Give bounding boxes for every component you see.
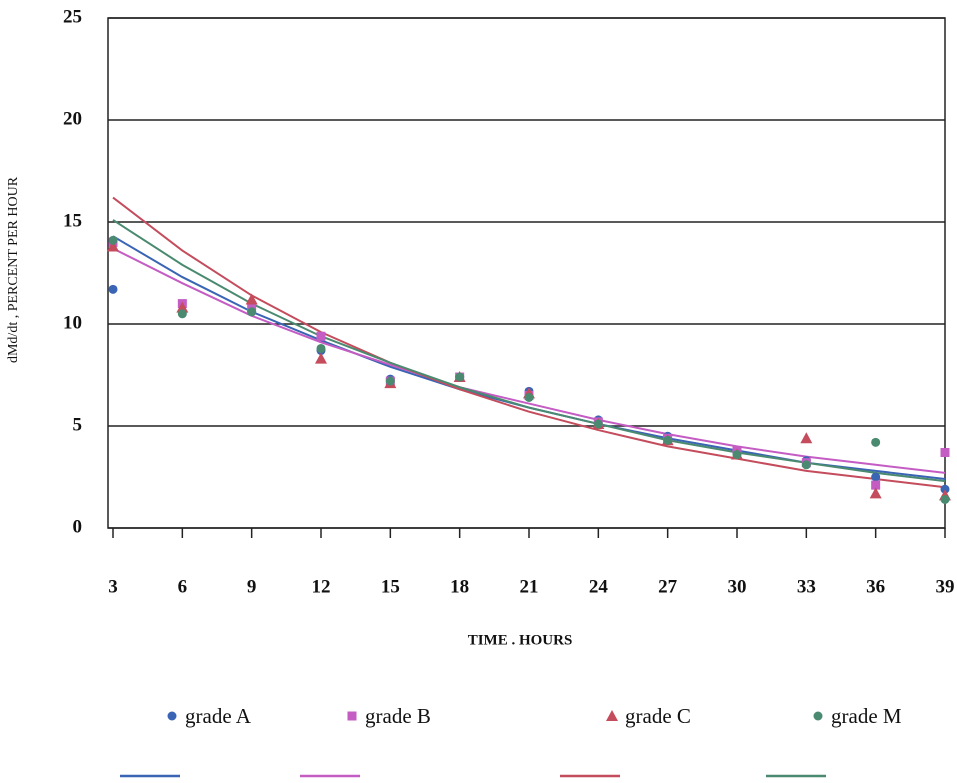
x-axis-title: TIME . HOURS bbox=[468, 632, 573, 648]
trend-line bbox=[113, 220, 945, 481]
data-point bbox=[663, 436, 672, 445]
legend-marker bbox=[606, 710, 618, 721]
y-tick-label: 20 bbox=[63, 108, 82, 129]
plot-frame bbox=[108, 18, 945, 528]
trend-line bbox=[113, 236, 945, 479]
data-point bbox=[941, 495, 950, 504]
x-tick-label: 12 bbox=[312, 576, 331, 597]
data-point bbox=[455, 373, 464, 382]
data-point bbox=[246, 294, 258, 305]
legend-label: grade C bbox=[625, 704, 691, 728]
x-tick-label: 9 bbox=[247, 576, 257, 597]
legend-label: grade M bbox=[831, 704, 902, 728]
y-axis-title: dMd/dt , PERCENT PER HOUR bbox=[6, 176, 21, 363]
x-tick-label: 18 bbox=[450, 576, 469, 597]
x-tick-label: 39 bbox=[936, 576, 955, 597]
y-tick-label: 15 bbox=[63, 210, 82, 231]
data-point bbox=[178, 309, 187, 318]
x-tick-label: 3 bbox=[108, 576, 118, 597]
legend-label: grade B bbox=[365, 704, 431, 728]
data-point bbox=[594, 419, 603, 428]
x-tick-label: 33 bbox=[797, 576, 816, 597]
x-tick-label: 36 bbox=[866, 576, 885, 597]
data-point bbox=[247, 307, 256, 316]
legend-marker bbox=[814, 712, 823, 721]
data-point bbox=[941, 448, 950, 457]
trend-line bbox=[113, 249, 945, 473]
chart: dMd/dt , PERCENT PER HOUR TIME . HOURS 0… bbox=[0, 0, 957, 783]
y-tick-label: 10 bbox=[63, 312, 82, 333]
legend-marker bbox=[348, 712, 357, 721]
x-tick-label: 24 bbox=[589, 576, 609, 597]
data-point bbox=[386, 377, 395, 386]
legend-marker bbox=[168, 712, 177, 721]
y-tick-label: 25 bbox=[63, 6, 82, 27]
x-tick-label: 21 bbox=[520, 576, 539, 597]
data-point bbox=[871, 438, 880, 447]
data-point bbox=[109, 236, 118, 245]
data-point bbox=[871, 473, 880, 482]
legend-label: grade A bbox=[185, 704, 252, 728]
data-point bbox=[317, 332, 326, 341]
x-tick-label: 6 bbox=[178, 576, 188, 597]
y-tick-label: 5 bbox=[73, 414, 83, 435]
trend-line bbox=[113, 198, 945, 488]
data-point bbox=[733, 450, 742, 459]
x-tick-label: 15 bbox=[381, 576, 400, 597]
data-point bbox=[315, 353, 327, 364]
data-point bbox=[317, 344, 326, 353]
data-point bbox=[800, 432, 812, 443]
data-point bbox=[109, 285, 118, 294]
x-tick-label: 27 bbox=[658, 576, 678, 597]
x-tick-label: 30 bbox=[728, 576, 747, 597]
data-point bbox=[802, 460, 811, 469]
y-tick-label: 0 bbox=[73, 516, 83, 537]
data-point bbox=[525, 393, 534, 402]
